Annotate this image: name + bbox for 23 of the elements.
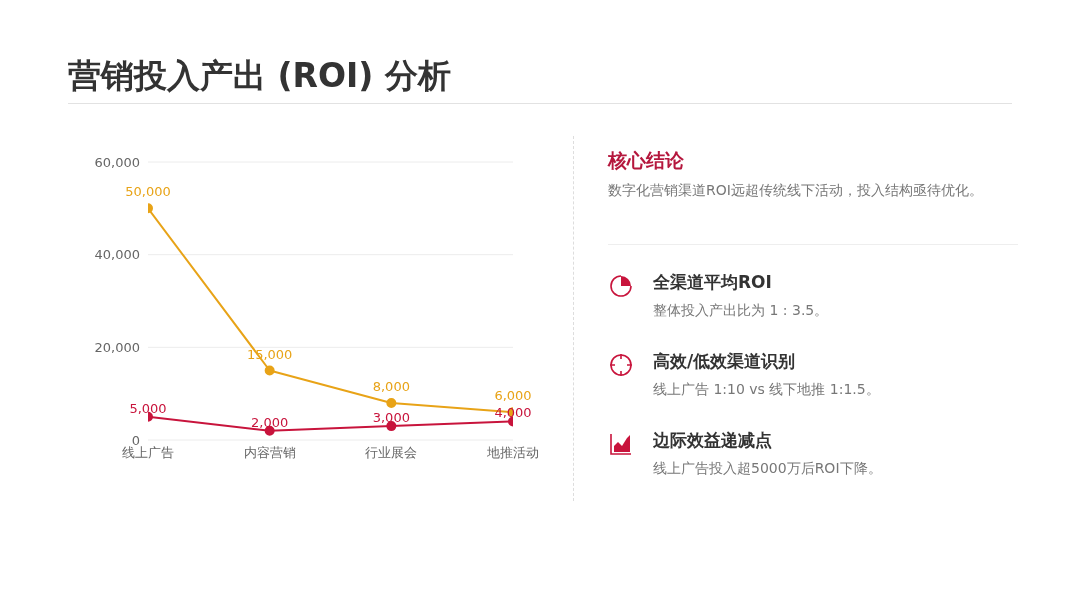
- y-tick-label: 20,000: [94, 339, 140, 355]
- data-label: 8,000: [372, 378, 410, 394]
- y-tick-label: 0: [131, 432, 140, 448]
- text: 全渠道平均ROI: [653, 271, 773, 294]
- x-tick-label: 地推活动: [486, 445, 539, 461]
- chart-title: 营销投入产出 (ROI) 分析: [68, 55, 451, 97]
- text: 线上广告投入超5000万后ROI下降。: [653, 460, 882, 478]
- data-label: 6,000: [494, 388, 532, 404]
- text: 核心结论: [608, 148, 685, 173]
- text: 高效/低效渠道识别: [653, 350, 797, 373]
- text: 边际效益递减点: [653, 429, 773, 452]
- text: 数字化营销渠道ROI远超传统线下活动，投入结构亟待优化。: [608, 182, 984, 200]
- text: 线上广告 1:10 vs 线下地推 1:1.5。: [653, 381, 880, 399]
- x-tick-label: 线上广告: [122, 445, 174, 461]
- y-tick-label: 40,000: [94, 247, 140, 263]
- data-label: 5,000: [129, 400, 167, 416]
- x-tick-label: 行业展会: [365, 445, 418, 461]
- data-label: 50,000: [125, 184, 171, 200]
- data-label: 3,000: [372, 410, 410, 426]
- x-tick-label: 内容营销: [243, 445, 296, 461]
- data-label: 2,000: [251, 414, 289, 430]
- y-tick-label: 60,000: [94, 154, 140, 170]
- text: 整体投入产出比为 1 : 3.5。: [653, 302, 829, 320]
